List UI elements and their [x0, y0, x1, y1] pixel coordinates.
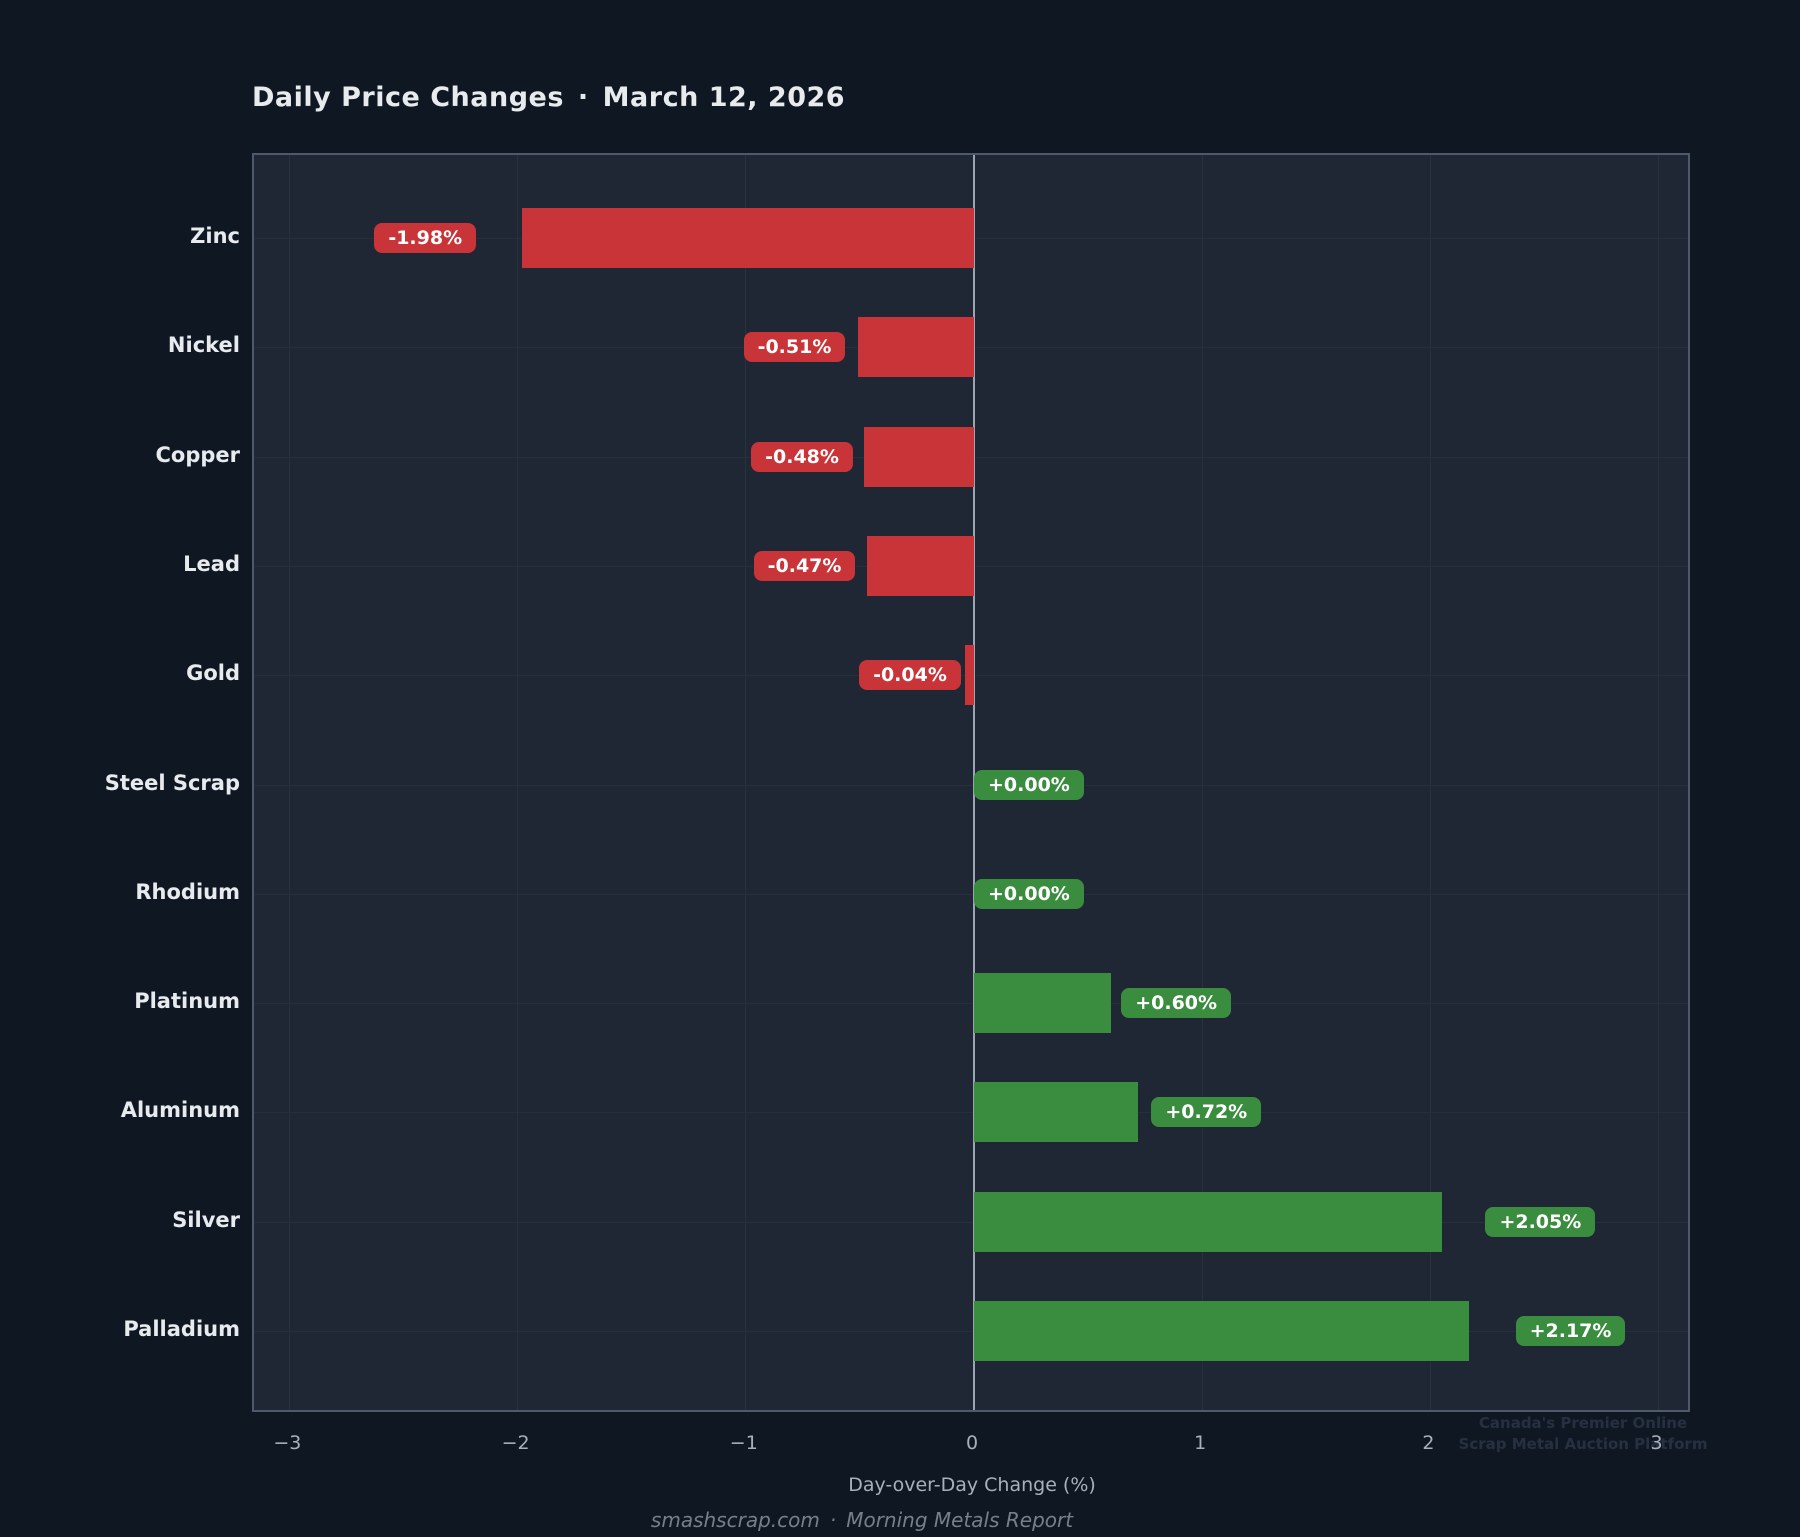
x-tick-label: −1 [729, 1432, 758, 1454]
x-axis-label: Day-over-Day Change (%) [848, 1474, 1096, 1496]
watermark: Canada's Premier Online Scrap Metal Auct… [1459, 1413, 1708, 1455]
chart-title-text: Daily Price Changes [252, 82, 564, 113]
bar-copper [864, 426, 974, 487]
gridline-y [254, 893, 1688, 895]
x-tick-label: −2 [501, 1432, 530, 1454]
bar-value-badge: +2.17% [1515, 1316, 1626, 1346]
x-tick-label: 3 [1650, 1432, 1663, 1454]
gridline-x-2 [1429, 155, 1431, 1410]
x-tick-label: −3 [273, 1432, 302, 1454]
category-label-silver: Silver [172, 1207, 240, 1232]
footer-report: Morning Metals Report [846, 1508, 1074, 1532]
category-label-lead: Lead [183, 551, 240, 576]
category-label-nickel: Nickel [167, 333, 240, 358]
category-label-aluminum: Aluminum [120, 1098, 240, 1123]
bar-value-badge: +0.60% [1121, 988, 1232, 1019]
gridline-y [254, 1112, 1688, 1114]
gridline-x--3 [288, 155, 290, 1410]
gridline-x--1 [745, 155, 747, 1410]
gridline-y [254, 1331, 1688, 1332]
category-label-gold: Gold [186, 661, 240, 686]
bar-gold [964, 645, 974, 706]
gridline-x--2 [517, 155, 519, 1410]
category-label-copper: Copper [155, 442, 240, 467]
x-tick-label: 0 [965, 1432, 979, 1454]
category-label-palladium: Palladium [123, 1317, 240, 1341]
bar-value-badge: -1.98% [374, 223, 477, 253]
chart-title: Daily Price Changes · March 12, 2026 [252, 82, 845, 113]
bar-platinum [974, 973, 1111, 1034]
watermark-line2: Scrap Metal Auction Platform [1458, 1435, 1708, 1453]
footer-site: smashscrap.com [650, 1508, 820, 1532]
bar-value-badge: -0.48% [751, 441, 853, 472]
bar-value-badge: +0.00% [974, 878, 1084, 909]
bar-silver [974, 1191, 1442, 1252]
bar-value-badge: -0.47% [753, 550, 856, 581]
category-label-steel-scrap: Steel Scrap [104, 770, 240, 795]
plot-area: -1.98% -0.51% -0.48% -0.47% -0.04% +0.00% +0.0… [252, 153, 1690, 1412]
gridline-x-1 [1201, 155, 1203, 1410]
category-label-platinum: Platinum [134, 989, 240, 1014]
gridline-y [254, 784, 1688, 786]
footer-separator: · [829, 1508, 837, 1532]
bar-lead [866, 535, 974, 596]
footer: smashscrap.com · Morning Metals Report [0, 1508, 1724, 1532]
bar-value-badge: +0.00% [974, 769, 1084, 800]
gridline-y [254, 1003, 1688, 1005]
category-label-rhodium: Rhodium [135, 879, 240, 904]
x-tick-label: 2 [1422, 1432, 1435, 1454]
bar-value-badge: +2.05% [1485, 1206, 1596, 1237]
watermark-line1: Canada's Premier Online [1478, 1414, 1688, 1432]
x-tick-label: 1 [1194, 1432, 1207, 1454]
bar-value-badge: +0.72% [1151, 1097, 1262, 1128]
bar-value-badge: -0.51% [743, 332, 846, 363]
bar-nickel [857, 317, 974, 378]
title-separator: · [577, 82, 589, 113]
gridline-x-3 [1658, 155, 1660, 1410]
bar-value-badge: -0.04% [859, 660, 961, 691]
bar-aluminum [974, 1082, 1139, 1143]
gridline-y [254, 1221, 1688, 1223]
bar-palladium [974, 1301, 1470, 1361]
bar-zinc [522, 208, 974, 268]
category-label-zinc: Zinc [190, 224, 240, 248]
chart-title-date: March 12, 2026 [602, 82, 846, 113]
